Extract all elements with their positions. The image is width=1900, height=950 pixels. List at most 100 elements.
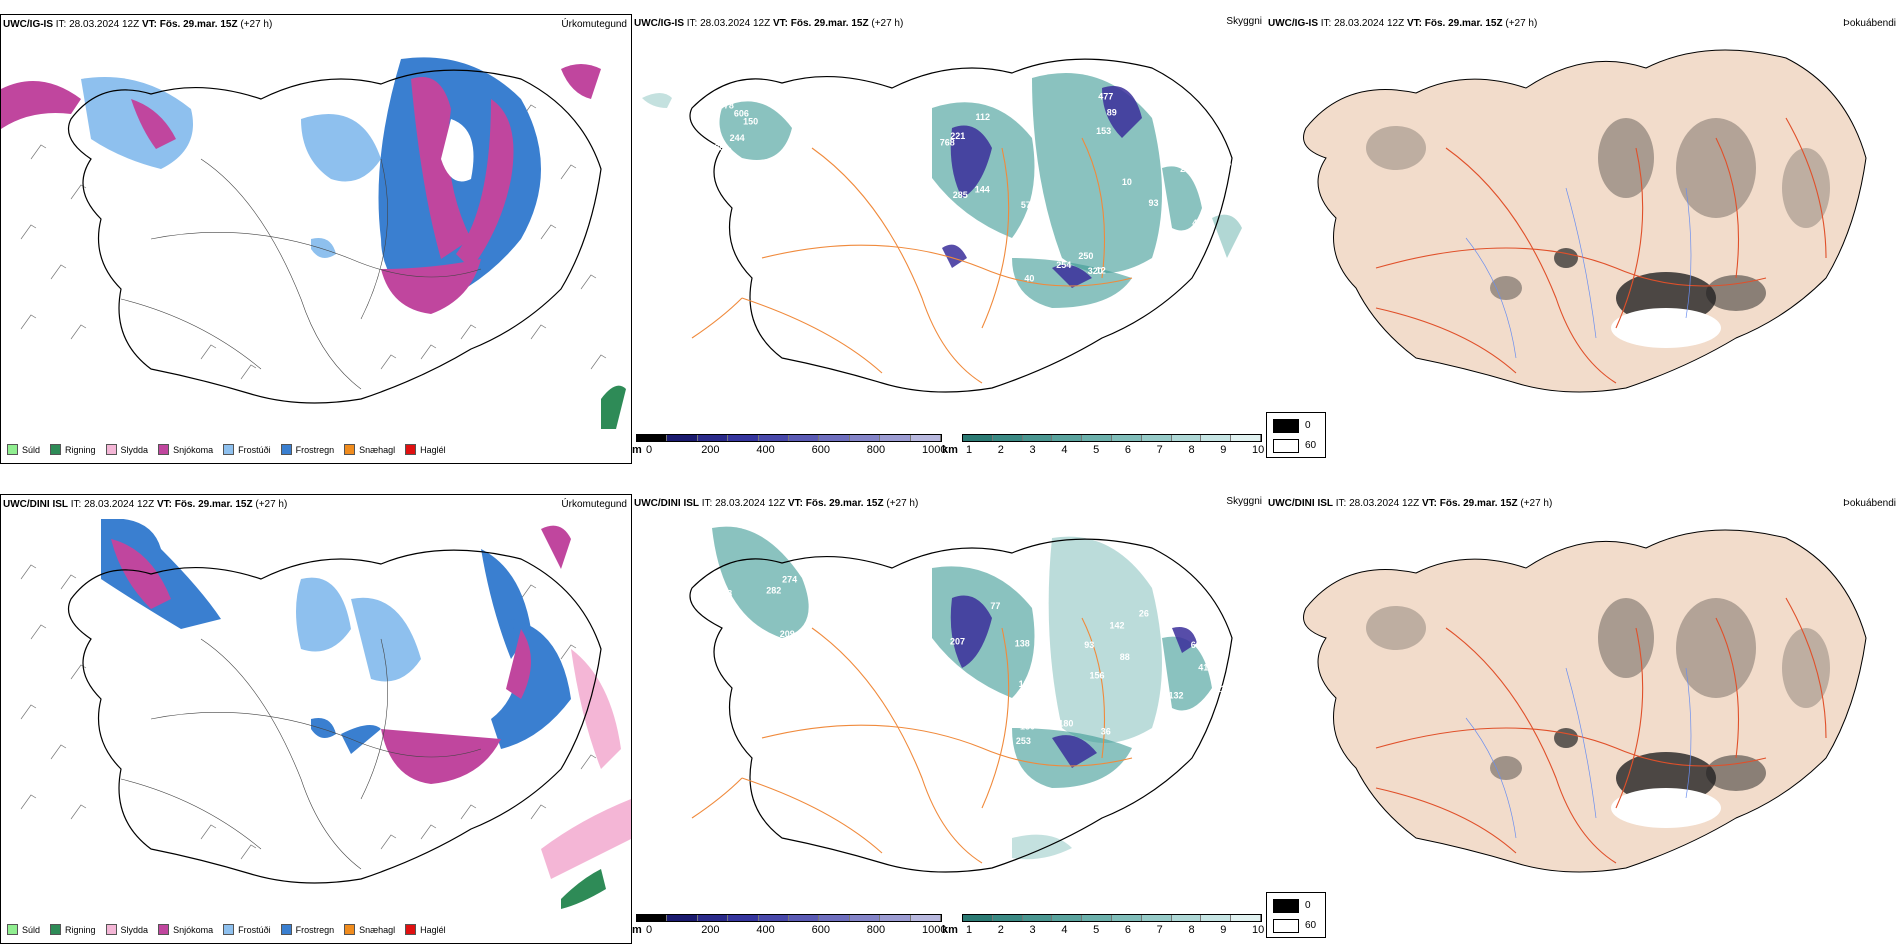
scale-swatch [1022, 915, 1053, 921]
visibility-value-label: 88 [1120, 652, 1130, 662]
scale-swatch [910, 915, 942, 921]
visibility-value-label: 26 [1139, 608, 1149, 618]
scale-label: 4 [1061, 444, 1068, 456]
panel-header: UWC/DINI ISL IT: 28.03.2024 12Z VT: Fös.… [1268, 498, 1553, 509]
scale-swatch [849, 435, 881, 441]
scale-label: 400 [756, 924, 775, 936]
vis-scale-m [636, 914, 942, 922]
scale-swatch [697, 435, 729, 441]
scale-swatch [637, 915, 668, 921]
scale-swatch [667, 435, 698, 441]
cloud-legend: 0 60 [1266, 892, 1326, 938]
iceland-outline [67, 69, 602, 404]
visibility-value-label: 274 [782, 575, 797, 585]
scale-swatch [1111, 915, 1142, 921]
visibility-value-label: 244 [730, 133, 745, 143]
legend-item: Slydda [105, 924, 148, 935]
visibility-value-label: 220 [1152, 84, 1167, 94]
scale-swatch [1052, 435, 1083, 441]
iceland-land [1303, 49, 1867, 393]
visibility-value-label: 89 [714, 143, 724, 153]
scale-swatch [963, 435, 993, 441]
visibility-low [942, 86, 1142, 288]
precip-areas [101, 519, 631, 909]
legend-item: Rigning [50, 924, 96, 935]
panel-header: UWC/IG-IS IT: 28.03.2024 12Z VT: Fös. 29… [3, 19, 273, 30]
visibility-value-label: 142 [1110, 621, 1125, 631]
cloud-areas [1366, 118, 1830, 324]
legend-item: Haglél [405, 924, 446, 935]
visibility-value-label: 768 [940, 137, 955, 147]
visibility-value-label: 282 [766, 586, 781, 596]
legend-item: Frostregn [280, 924, 334, 935]
cloud-map [1303, 49, 1867, 393]
rivers [1465, 187, 1692, 359]
roads [691, 137, 1133, 384]
visibility-value-label: 77 [990, 601, 1000, 611]
roads [120, 158, 482, 390]
scale-label: 0 [646, 924, 653, 936]
visibility-value-label: 181 [1162, 122, 1177, 132]
visibility-value-label: 57 [1021, 200, 1031, 210]
visibility-value-label: 40 [1024, 273, 1034, 283]
legend-item: Snæhagl [344, 924, 395, 935]
visibility-low [950, 595, 1197, 768]
visibility-value-label: 378 [719, 100, 734, 110]
scale-swatch [1231, 435, 1261, 441]
panel-header: UWC/IG-IS IT: 28.03.2024 12Z VT: Fös. 29… [634, 18, 904, 29]
scale-swatch [880, 915, 911, 921]
scale-swatch [1141, 915, 1172, 921]
precip-map [20, 519, 631, 909]
scale-swatch [910, 435, 942, 441]
legend-item: Snæhagl [344, 444, 395, 455]
scale-label: 2 [997, 924, 1004, 936]
scale-label: 7 [1156, 924, 1163, 936]
visibility-value-label: 153 [1096, 126, 1111, 136]
visibility-value-label: 221 [950, 131, 965, 141]
scale-label: 1 [966, 444, 973, 456]
scale-swatch [880, 435, 911, 441]
scale-swatch [667, 915, 698, 921]
scale-swatch [992, 435, 1023, 441]
visibility-value-label: 10 [1122, 177, 1132, 187]
scale-swatch [789, 435, 820, 441]
scale-label: 9 [1220, 924, 1227, 936]
legend-item: Haglél [405, 444, 446, 455]
scale-swatch [1231, 915, 1261, 921]
scale-label: 1000 [922, 444, 947, 456]
scale-label: 5 [1093, 444, 1100, 456]
iceland-land [1303, 529, 1867, 873]
cloud-map [1303, 529, 1867, 873]
scale-label: 7 [1156, 444, 1163, 456]
visibility-value-label: 219 [783, 145, 798, 155]
visibility-value-label: 148 [976, 95, 991, 105]
scale-label: 1 [966, 924, 973, 936]
visibility-value-label: 254 [1056, 260, 1071, 270]
scale-swatch [758, 915, 790, 921]
visibility-value-label: 147 [1216, 162, 1231, 172]
vis-scale-km [962, 914, 1262, 922]
scale-label: 6 [1124, 444, 1131, 456]
scale-swatch [1201, 915, 1232, 921]
scale-label: 10 [1252, 924, 1265, 936]
cloud-areas [1366, 598, 1830, 804]
scale-label: 800 [866, 444, 886, 456]
scale-swatch [849, 915, 881, 921]
scale-unit: m [632, 444, 642, 456]
scale-label: 8 [1188, 924, 1195, 936]
visibility-value-labels: 219 768 220 254 393 52 112 89 40 208 89 285 477 250 81… [714, 84, 1231, 284]
rivers [1465, 667, 1692, 839]
visibility-value-label: 42 [1192, 218, 1202, 228]
precip-legend: Súld Rigning Slydda Snjókoma Frostúði Fr… [7, 444, 446, 455]
legend-item: Frostúði [223, 444, 271, 455]
scale-swatch [1022, 435, 1053, 441]
scale-swatch [789, 915, 820, 921]
legend-item: Frostregn [280, 444, 334, 455]
roads [691, 617, 1133, 864]
roads [120, 638, 482, 870]
legend-item: Slydda [105, 444, 148, 455]
vis-scale-m [636, 434, 942, 442]
iceland-outline [689, 538, 1233, 873]
scale-label: 800 [866, 924, 886, 936]
panel-title: Skyggni [1226, 496, 1262, 507]
